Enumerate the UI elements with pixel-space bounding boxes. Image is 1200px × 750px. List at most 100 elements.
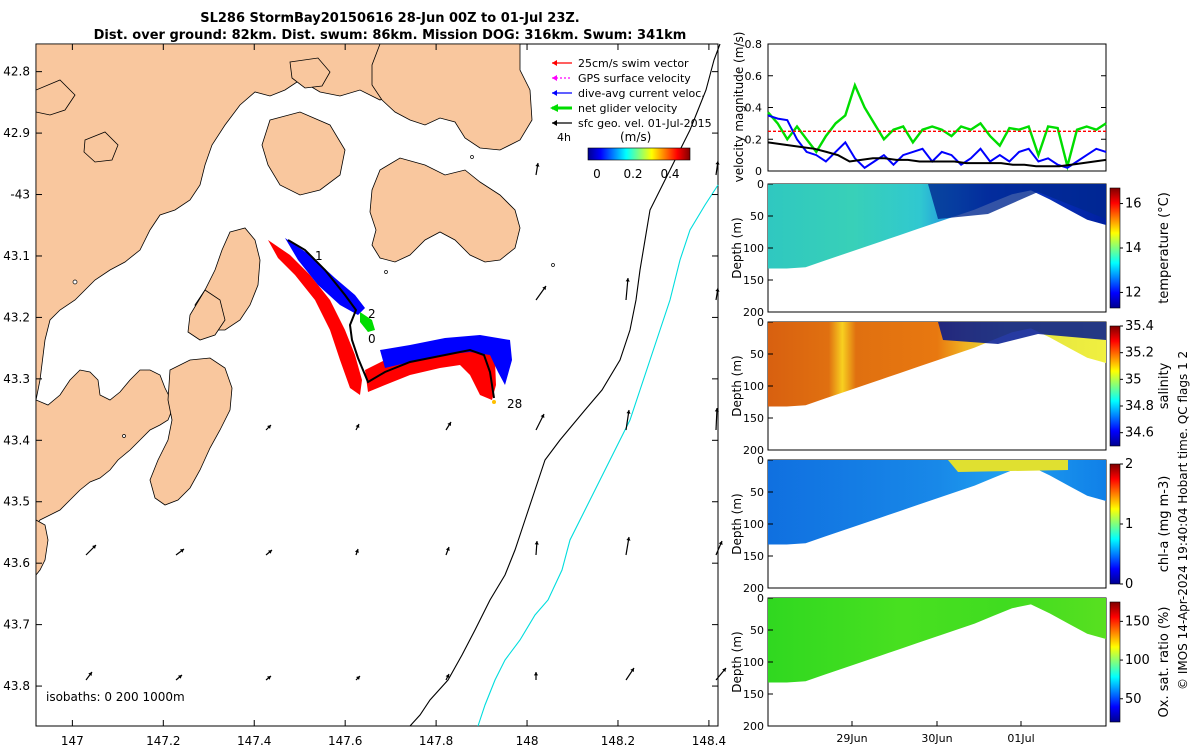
legend-arrowhead-sfc <box>552 120 557 126</box>
section-ytick-label: 200 <box>743 444 764 457</box>
geo-arrowhead <box>714 408 719 412</box>
map-ytick-label: -43 <box>10 188 30 202</box>
section-ylabel: Depth (m) <box>730 631 744 692</box>
geo-arrow <box>625 277 629 301</box>
section-ytick-label: 0 <box>757 178 764 191</box>
geo-arrowhead <box>92 545 96 549</box>
legend-4h: 4h <box>557 131 571 144</box>
day-label-2: 2 <box>368 307 376 321</box>
map-ytick-label: 43.4 <box>3 433 30 447</box>
section-xtick-label: 30Jun <box>921 732 952 745</box>
section-ytick-label: 50 <box>750 348 764 361</box>
map-ytick-label: 42.8 <box>3 65 30 79</box>
geostrophic-arrows <box>85 160 727 681</box>
geo-arrowhead <box>722 668 726 672</box>
cbar-label: salinity <box>1157 362 1172 409</box>
section-xtick-label: 01Jul <box>1007 732 1034 745</box>
colorbar-tick-2: 0.4 <box>660 167 679 181</box>
velocity-ticks: 0 0.2 0.4 0.6 0.8 <box>745 38 1106 178</box>
section-ytick-label: 0 <box>757 316 764 329</box>
section-colorbar <box>1109 187 1121 309</box>
legend-arrowhead-swim <box>552 60 557 66</box>
glider-track <box>287 239 495 399</box>
map-ytick-label: 43.8 <box>3 679 30 693</box>
vel-ytick-label: 0.8 <box>745 38 763 51</box>
cbar-tick-label: 150 <box>1125 614 1150 629</box>
section-ytick-label: 50 <box>750 486 764 499</box>
geo-arrowhead <box>445 547 450 551</box>
map-ytick-label: 43.5 <box>3 495 30 509</box>
cbar-label: chl-a (mg m-3) <box>1157 476 1172 573</box>
geo-arrowhead <box>268 550 272 554</box>
map-land <box>36 44 533 576</box>
velocity-ylabel: velocity magnitude (m/s) <box>732 32 746 183</box>
geo-arrowhead <box>715 161 720 165</box>
track-end-marker <box>492 400 496 404</box>
map-ytick-label: 43.2 <box>3 310 30 324</box>
legend-label-net: net glider velocity <box>578 102 678 115</box>
section-panel: 0 50 100 150 200 Depth (m) 12 14 16 temperature (… <box>730 178 1172 319</box>
section-ylabel: Depth (m) <box>730 355 744 416</box>
section-panel: 0 50 100 150 200 Depth (m) 0 1 2 chl-a (mg m-3) <box>730 454 1172 595</box>
vel-ytick-label: 0.6 <box>745 70 763 83</box>
vel-series <box>767 141 1107 168</box>
geo-arrowhead <box>534 541 539 545</box>
map-ytick-label: 43.6 <box>3 556 30 570</box>
day-label-0: 0 <box>368 332 376 346</box>
geo-arrowhead <box>178 675 182 679</box>
cbar-tick-label: 35.2 <box>1125 346 1154 361</box>
section-ytick-label: 100 <box>743 518 764 531</box>
section-chl-max <box>948 460 1068 472</box>
map-xtick-label: 147.8 <box>419 734 453 748</box>
geo-arrowhead <box>445 674 450 678</box>
isobaths-label: isobaths: 0 200 1000m <box>46 690 185 704</box>
section-fresh-layer <box>938 322 1106 344</box>
section-ytick-label: 200 <box>743 582 764 595</box>
geo-arrowhead <box>355 424 360 428</box>
map-xtick-label: 147.6 <box>328 734 362 748</box>
cbar-tick-label: 16 <box>1125 197 1142 212</box>
map-xtick-label: 147.2 <box>146 734 180 748</box>
geo-arrowhead <box>447 422 451 426</box>
geo-arrowhead <box>356 676 360 680</box>
section-ytick-label: 50 <box>750 210 764 223</box>
geo-arrow <box>715 407 718 431</box>
map-panel: 1 2 0 28 isobaths: 0 200 1000m 25cm/s sw… <box>3 43 727 748</box>
vel-series <box>767 114 1107 170</box>
cbar-tick-label: 35 <box>1125 372 1142 387</box>
swim-vectors-west <box>268 240 362 395</box>
velocity-frame <box>767 43 1107 172</box>
map-legend: 25cm/s swim vector GPS surface velocity … <box>550 57 712 181</box>
map-ytick-label: 43.3 <box>3 372 30 386</box>
section-ytick-label: 200 <box>743 306 764 319</box>
geo-arrowhead <box>354 549 359 553</box>
section-ylabel: Depth (m) <box>730 493 744 554</box>
geo-arrowhead <box>626 537 631 541</box>
geo-arrowhead <box>630 668 634 672</box>
section-data <box>768 460 1106 545</box>
vel-ytick-label: 0.2 <box>745 133 763 146</box>
velocity-lines <box>767 81 1107 171</box>
section-data <box>768 184 1106 269</box>
section-panel: 0 50 100 150 200 Depth (m) 50 100 150 Ox. sat. ra… <box>730 592 1172 733</box>
footer-credit: © IMOS 14-Apr-2024 19:40:04 Hobart time.… <box>1176 351 1190 690</box>
section-xtick-label: 29Jun <box>836 732 867 745</box>
speed-colorbar <box>587 147 691 161</box>
isobath-1000 <box>477 184 719 727</box>
cbar-tick-label: 50 <box>1125 692 1142 707</box>
section-ylabel: Depth (m) <box>730 217 744 278</box>
legend-label-gps: GPS surface velocity <box>578 72 691 85</box>
section-ytick-label: 150 <box>743 688 764 701</box>
geo-arrowhead <box>718 541 723 545</box>
map-axis-ticks: 147 147.2 147.4 147.6 147.8 148 148.2 148.4 42.8… <box>3 44 726 748</box>
section-ytick-label: 150 <box>743 550 764 563</box>
small-islands <box>72 155 555 438</box>
geo-arrowhead <box>626 410 631 414</box>
cbar-tick-label: 12 <box>1125 285 1142 300</box>
colorbar-units: (m/s) <box>620 130 651 144</box>
geo-arrowhead <box>180 549 184 553</box>
cbar-tick-label: 0 <box>1125 577 1133 592</box>
section-ytick-label: 200 <box>743 720 764 733</box>
